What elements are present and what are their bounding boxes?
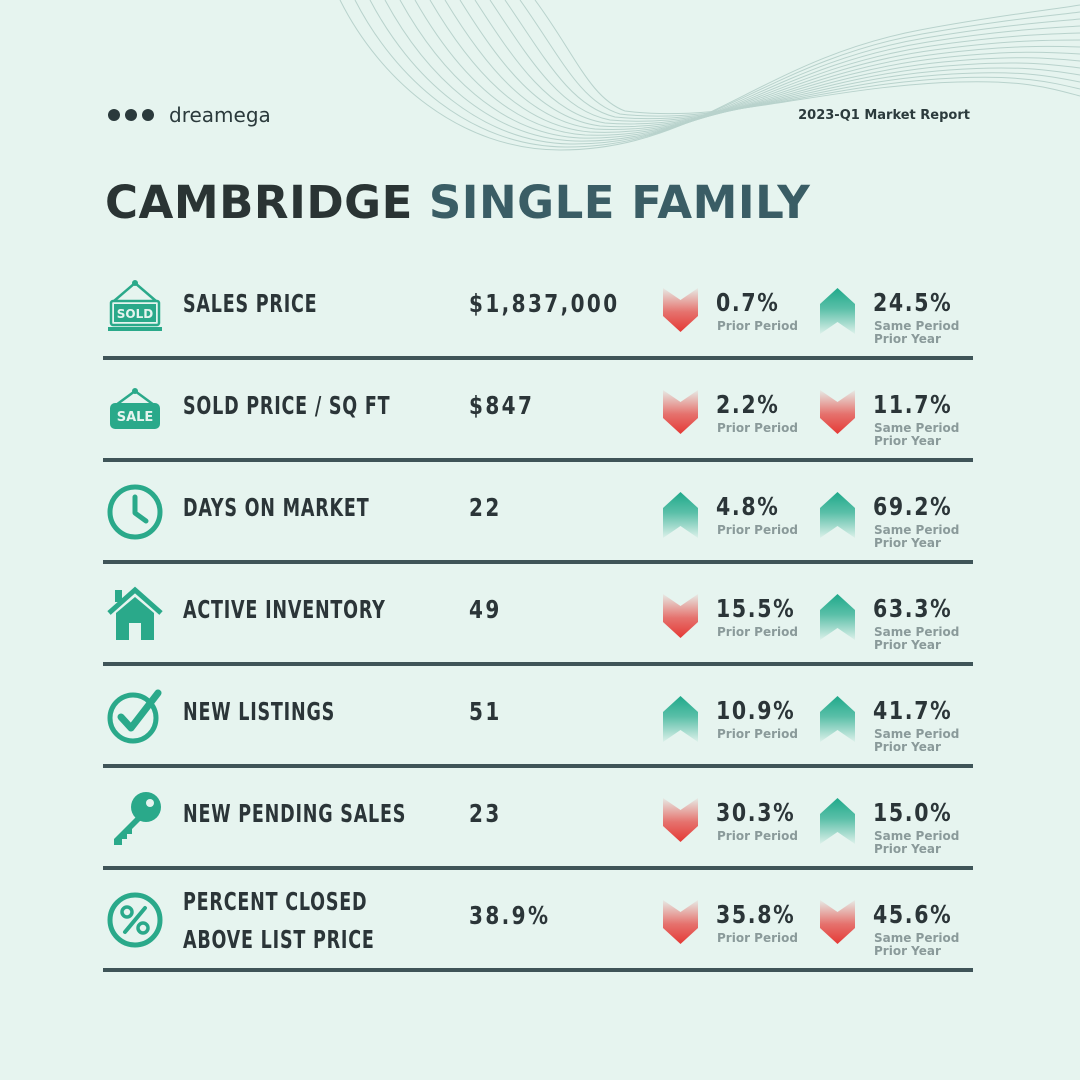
metric-row-new-listings: NEW LISTINGS 51 10.9% Prior Period 41.7%… [103, 666, 973, 768]
down-arrow-icon [820, 390, 855, 436]
svg-text:SOLD: SOLD [117, 307, 153, 321]
up-arrow-icon [820, 492, 855, 538]
house-icon [106, 585, 164, 643]
metric-label: NEW PENDING SALES [183, 799, 407, 828]
change-percent: 41.7% [873, 696, 953, 725]
metric-label: NEW LISTINGS [183, 697, 336, 726]
change-caption: Same Period Prior Year [874, 829, 960, 856]
metric-value: 49 [469, 595, 502, 624]
change-percent: 35.8% [716, 900, 796, 929]
up-arrow-icon [820, 594, 855, 640]
percent-circle-icon [106, 891, 164, 949]
metric-row-sales-price: SOLD SALES PRICE $1,837,000 0.7% Prior P… [103, 258, 973, 360]
metric-value: 23 [469, 799, 502, 828]
metrics-table: SOLD SALES PRICE $1,837,000 0.7% Prior P… [103, 258, 973, 972]
change-caption: Prior Period [717, 625, 798, 639]
change-percent: 15.0% [873, 798, 953, 827]
metric-row-days-on-market: DAYS ON MARKET 22 4.8% Prior Period 69.2… [103, 462, 973, 564]
metric-value: $847 [469, 391, 535, 420]
metric-label: SOLD PRICE / SQ FT [183, 391, 391, 420]
key-icon [106, 789, 164, 847]
metric-value: 22 [469, 493, 502, 522]
sale-tag-icon: SALE [106, 381, 164, 439]
down-arrow-icon [663, 390, 698, 436]
metric-value: 38.9% [469, 901, 551, 930]
change-percent: 45.6% [873, 900, 953, 929]
metric-label: PERCENT CLOSED ABOVE LIST PRICE [183, 887, 375, 954]
up-arrow-icon [663, 492, 698, 538]
change-caption: Same Period Prior Year [874, 625, 960, 652]
decorative-wave-lines [339, 0, 1080, 151]
clock-icon [106, 483, 164, 541]
change-caption: Same Period Prior Year [874, 727, 960, 754]
change-caption: Prior Period [717, 319, 798, 333]
metric-label: SALES PRICE [183, 289, 318, 318]
change-caption: Same Period Prior Year [874, 523, 960, 550]
change-percent: 10.9% [716, 696, 796, 725]
up-arrow-icon [663, 696, 698, 742]
change-percent: 63.3% [873, 594, 953, 623]
metric-row-active-inventory: ACTIVE INVENTORY 49 15.5% Prior Period 6… [103, 564, 973, 666]
change-caption: Prior Period [717, 727, 798, 741]
metric-row-new-pending-sales: NEW PENDING SALES 23 30.3% Prior Period … [103, 768, 973, 870]
title-city: CAMBRIDGE [105, 176, 413, 229]
metric-value: 51 [469, 697, 502, 726]
title-segment: SINGLE FAMILY [428, 176, 811, 229]
change-percent: 15.5% [716, 594, 796, 623]
down-arrow-icon [820, 900, 855, 946]
brand-logo[interactable]: dreamega [108, 103, 271, 127]
metric-row-sold-price-sqft: SALE SOLD PRICE / SQ FT $847 2.2% Prior … [103, 360, 973, 462]
change-percent: 4.8% [716, 492, 780, 521]
logo-dot [108, 109, 120, 121]
up-arrow-icon [820, 798, 855, 844]
logo-dot [125, 109, 137, 121]
checkmark-circle-icon [106, 687, 164, 745]
change-percent: 30.3% [716, 798, 796, 827]
change-percent: 11.7% [873, 390, 953, 419]
header: dreamega 2023-Q1 Market Report [108, 103, 970, 133]
sold-sign-icon: SOLD [106, 279, 164, 337]
up-arrow-icon [820, 696, 855, 742]
down-arrow-icon [663, 594, 698, 640]
change-caption: Prior Period [717, 829, 798, 843]
logo-dot [142, 109, 154, 121]
change-caption: Prior Period [717, 523, 798, 537]
page-title: CAMBRIDGE SINGLE FAMILY [105, 176, 810, 229]
down-arrow-icon [663, 288, 698, 334]
change-caption: Same Period Prior Year [874, 931, 960, 958]
svg-text:SALE: SALE [117, 410, 154, 425]
metric-value: $1,837,000 [469, 289, 620, 318]
change-caption: Same Period Prior Year [874, 319, 960, 346]
report-label: 2023-Q1 Market Report [798, 108, 970, 123]
change-caption: Prior Period [717, 931, 798, 945]
up-arrow-icon [820, 288, 855, 334]
change-caption: Prior Period [717, 421, 798, 435]
change-caption: Same Period Prior Year [874, 421, 960, 448]
down-arrow-icon [663, 900, 698, 946]
brand-name: dreamega [169, 103, 271, 127]
change-percent: 2.2% [716, 390, 780, 419]
change-percent: 24.5% [873, 288, 953, 317]
metric-label: DAYS ON MARKET [183, 493, 370, 522]
metric-row-percent-closed-above-list: PERCENT CLOSED ABOVE LIST PRICE 38.9% 35.… [103, 870, 973, 972]
change-percent: 0.7% [716, 288, 780, 317]
down-arrow-icon [663, 798, 698, 844]
change-percent: 69.2% [873, 492, 953, 521]
metric-label: ACTIVE INVENTORY [183, 595, 386, 624]
